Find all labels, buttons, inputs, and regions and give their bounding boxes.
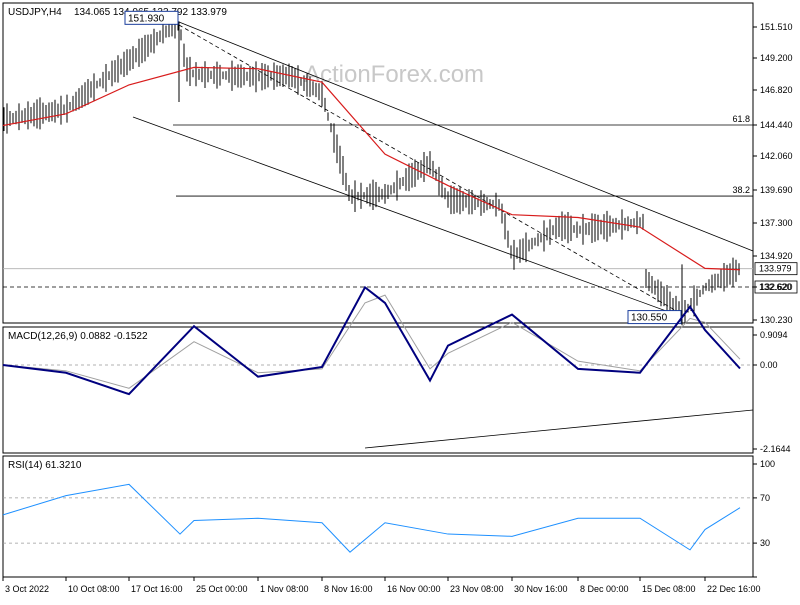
price-bars bbox=[3, 10, 740, 326]
price-tick-label: 151.510 bbox=[760, 22, 793, 32]
rsi-tick-label: 100 bbox=[760, 459, 775, 469]
fibo-level-label: 38.2 bbox=[732, 185, 750, 195]
low-annotation-label: 130.550 bbox=[631, 313, 668, 324]
time-tick-label: 16 Nov 00:00 bbox=[387, 584, 441, 594]
price-tick-label: 146.820 bbox=[760, 85, 793, 95]
time-tick-label: 23 Nov 08:00 bbox=[450, 584, 504, 594]
high-annotation-box bbox=[124, 10, 179, 25]
macd-tick-label: 0.9094 bbox=[760, 330, 788, 340]
price-lines bbox=[2, 66, 741, 271]
rsi-title: RSI(14) 61.3210 bbox=[8, 460, 82, 471]
price-tick-label: 139.690 bbox=[760, 185, 793, 195]
macd-tick-label: 0.00 bbox=[760, 360, 778, 370]
price-tick-label: 134.920 bbox=[760, 251, 793, 261]
time-tick-label: 10 Oct 08:00 bbox=[68, 584, 120, 594]
time-tick-label: 17 Oct 16:00 bbox=[131, 584, 183, 594]
rsi-axis: 100 70 30 bbox=[753, 459, 775, 578]
chart-symbol: USDJPY,H4 bbox=[8, 7, 62, 18]
last-price-box bbox=[754, 262, 798, 276]
rsi-tick-label: 70 bbox=[760, 493, 770, 503]
time-tick-label: 3 Oct 2022 bbox=[5, 584, 49, 594]
macd-panel: MACD(12,26,9) 0.0882 -0.1522 0.9094 0.00 -… bbox=[2, 285, 791, 454]
high-annotation-label: 151.930 bbox=[128, 13, 165, 24]
time-tick-label: 15 Dec 08:00 bbox=[642, 584, 696, 594]
price-tick-label: 144.440 bbox=[760, 120, 793, 130]
macd-tick-label: -2.1644 bbox=[760, 444, 791, 454]
macd-title: MACD(12,26,9) 0.0882 -0.1522 bbox=[8, 331, 148, 342]
last-price-label: 133.979 bbox=[759, 264, 792, 274]
time-axis: 3 Oct 2022 10 Oct 08:00 17 Oct 16:00 25 Oct… bbox=[2, 577, 761, 594]
price-annotations: 151.930 130.550 bbox=[124, 10, 682, 325]
rsi-panel-frame bbox=[2, 455, 754, 578]
macd-signal-line bbox=[2, 294, 741, 389]
price-tick-label: 149.200 bbox=[760, 53, 793, 63]
time-tick-label: 8 Nov 16:00 bbox=[324, 584, 373, 594]
time-tick-label: 8 Dec 00:00 bbox=[580, 584, 629, 594]
channel-lower-line bbox=[132, 116, 681, 317]
time-tick-label: 22 Dec 16:00 bbox=[707, 584, 761, 594]
price-axis: 151.510 149.200 146.820 144.440 142.060 139.6… bbox=[753, 22, 793, 325]
moving-average-line bbox=[2, 66, 741, 271]
channel-upper-line bbox=[178, 21, 754, 252]
watermark: ActionForex.com bbox=[304, 61, 484, 88]
rsi-line bbox=[2, 483, 741, 553]
price-tick-label: 132.620 bbox=[760, 282, 793, 292]
macd-plot bbox=[2, 285, 754, 449]
time-tick-label: 30 Nov 16:00 bbox=[514, 584, 568, 594]
support-level-label: 132.620 bbox=[759, 282, 792, 292]
price-tick-label: 137.300 bbox=[760, 218, 793, 228]
macd-panel-frame bbox=[2, 326, 754, 454]
price-panel-frame bbox=[2, 2, 754, 324]
macd-trend-line bbox=[364, 409, 754, 449]
price-tick-label: 130.230 bbox=[760, 315, 793, 325]
price-panel: ActionForex.com USDJPY,H4 134.065 134.06… bbox=[2, 2, 798, 326]
price-tick-label: 142.060 bbox=[760, 151, 793, 161]
macd-line bbox=[2, 285, 741, 396]
time-tick-label: 25 Oct 00:00 bbox=[196, 584, 248, 594]
fibo-level-label: 61.8 bbox=[732, 114, 750, 124]
rsi-plot bbox=[2, 483, 753, 553]
time-tick-label: 1 Nov 08:00 bbox=[260, 584, 309, 594]
rsi-panel: RSI(14) 61.3210 100 70 30 bbox=[2, 455, 775, 578]
rsi-tick-label: 30 bbox=[760, 538, 770, 548]
macd-axis: 0.9094 0.00 -2.1644 bbox=[753, 330, 791, 454]
